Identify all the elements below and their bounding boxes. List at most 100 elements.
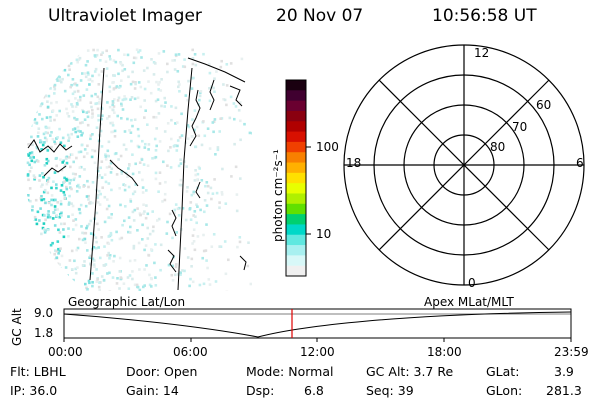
emission-pixel: [117, 48, 120, 52]
emission-pixel: [78, 166, 82, 169]
emission-pixel: [170, 137, 173, 141]
emission-pixel: [37, 131, 40, 134]
emission-pixel: [203, 199, 207, 202]
emission-pixel: [27, 254, 31, 257]
emission-pixel: [202, 249, 206, 253]
emission-pixel: [99, 129, 103, 133]
emission-pixel: [58, 109, 61, 113]
emission-pixel: [50, 198, 53, 202]
emission-pixel: [53, 252, 56, 256]
colorbar-segment: [286, 193, 306, 205]
emission-pixel: [205, 181, 209, 184]
emission-pixel: [132, 56, 136, 60]
emission-pixel: [198, 98, 201, 102]
emission-pixel: [40, 86, 44, 90]
emission-pixel: [108, 165, 111, 169]
emission-pixel: [59, 141, 63, 144]
emission-pixel: [188, 284, 191, 288]
emission-pixel: [131, 80, 135, 84]
emission-pixel: [107, 154, 110, 158]
emission-pixel: [31, 94, 34, 97]
emission-pixel: [87, 222, 91, 226]
emission-pixel: [53, 171, 57, 174]
emission-pixel: [86, 224, 89, 228]
emission-pixel: [143, 268, 146, 271]
emission-pixel: [33, 160, 37, 164]
emission-pixel: [53, 274, 56, 277]
emission-pixel: [63, 68, 67, 72]
emission-pixel: [41, 74, 45, 78]
emission-pixel: [44, 201, 47, 205]
emission-pixel: [207, 62, 211, 66]
emission-pixel: [97, 285, 101, 289]
emission-pixel: [180, 112, 183, 116]
emission-pixel: [60, 222, 63, 226]
emission-pixel: [171, 59, 174, 62]
emission-pixel: [32, 274, 36, 278]
emission-pixel: [74, 218, 78, 221]
emission-pixel: [69, 165, 72, 169]
emission-pixel: [177, 85, 180, 89]
emission-pixel: [190, 135, 194, 138]
emission-pixel: [67, 278, 71, 282]
emission-pixel: [176, 144, 179, 148]
emission-pixel: [214, 280, 218, 283]
emission-pixel: [67, 203, 71, 206]
emission-pixel: [71, 105, 74, 108]
emission-pixel: [164, 101, 167, 104]
emission-pixel: [129, 200, 133, 203]
emission-pixel: [83, 118, 87, 121]
emission-pixel: [61, 53, 65, 57]
emission-pixel: [56, 75, 60, 78]
emission-pixel: [121, 63, 124, 67]
emission-pixel: [82, 94, 86, 97]
emission-pixel: [129, 82, 133, 86]
emission-pixel: [74, 97, 77, 100]
emission-pixel: [204, 184, 207, 188]
emission-pixel: [146, 123, 149, 126]
emission-pixel: [35, 121, 39, 125]
emission-pixel: [33, 106, 37, 109]
emission-pixel: [26, 198, 30, 202]
emission-pixel: [43, 136, 47, 140]
emission-pixel: [249, 282, 252, 286]
emission-pixel: [130, 96, 134, 99]
emission-pixel: [100, 145, 104, 148]
emission-pixel: [73, 116, 76, 120]
emission-pixel: [26, 271, 30, 275]
emission-pixel: [183, 247, 187, 250]
emission-pixel: [127, 287, 131, 290]
emission-pixel: [121, 223, 124, 227]
emission-pixel: [27, 178, 30, 182]
emission-pixel: [91, 257, 95, 261]
emission-pixel: [39, 48, 42, 52]
emission-pixel: [144, 216, 148, 220]
emission-pixel: [137, 145, 141, 149]
emission-pixel: [141, 178, 144, 182]
emission-pixel: [40, 55, 44, 58]
emission-pixel: [98, 97, 101, 101]
emission-pixel: [180, 183, 183, 187]
emission-pixel: [26, 120, 29, 123]
emission-pixel: [84, 282, 87, 286]
emission-pixel: [28, 126, 31, 129]
emission-pixel: [193, 179, 197, 182]
emission-pixel: [98, 288, 101, 291]
emission-pixel: [102, 278, 106, 282]
emission-pixel: [127, 75, 130, 79]
emission-pixel: [148, 283, 152, 287]
emission-pixel: [33, 121, 37, 124]
emission-pixel: [163, 198, 167, 202]
emission-pixel: [147, 143, 151, 146]
emission-pixel: [101, 114, 104, 117]
emission-pixel: [159, 243, 163, 247]
emission-pixel: [155, 80, 158, 84]
emission-pixel: [112, 260, 115, 263]
emission-pixel: [59, 64, 62, 68]
emission-pixel: [207, 278, 211, 281]
emission-pixel: [140, 158, 144, 161]
emission-pixel: [153, 137, 157, 141]
mlt-label-0: 0: [468, 276, 476, 290]
emission-pixel: [107, 242, 111, 245]
emission-pixel: [94, 247, 98, 250]
